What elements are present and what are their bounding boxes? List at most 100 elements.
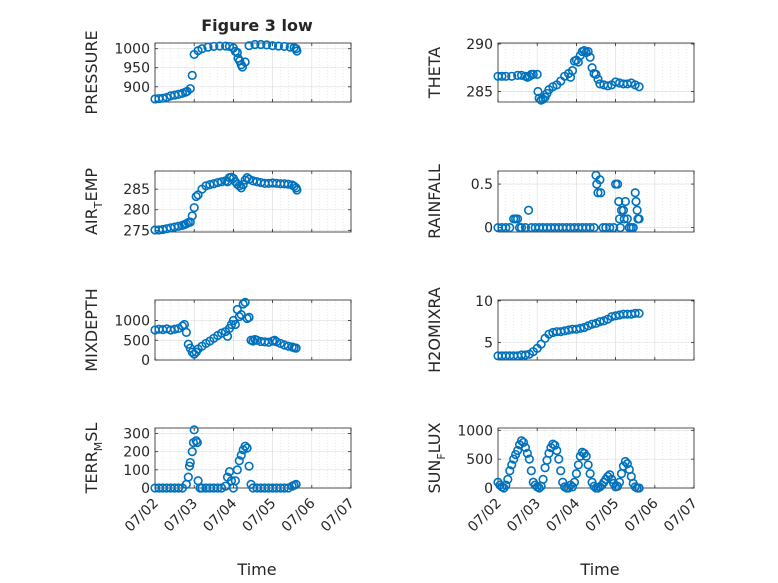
data-point: [615, 223, 625, 233]
data-point: [197, 44, 207, 54]
data-point: [262, 40, 272, 50]
y-tick-label: 950: [123, 61, 150, 77]
data-point: [173, 221, 184, 231]
panel-h2omixra: 5 10 H2OMIXRA: [425, 287, 695, 373]
y-tick-label: 10: [475, 294, 493, 310]
data-point: [232, 47, 242, 58]
data-point: [292, 185, 302, 195]
data-point: [579, 46, 589, 56]
data-point: [158, 93, 168, 103]
data-point: [191, 191, 201, 202]
data-point: [189, 203, 199, 213]
data-point: [598, 223, 608, 233]
axis-box: [154, 42, 352, 103]
data-point: [230, 476, 240, 486]
data-point: [596, 188, 606, 198]
data-point: [273, 41, 284, 51]
data-point: [234, 181, 244, 191]
data-point: [507, 460, 517, 470]
data-point: [524, 454, 534, 464]
data-point: [512, 214, 523, 224]
x-axis-label-left: Time: [236, 560, 276, 579]
data-point: [571, 468, 582, 479]
series-sun_flux: [493, 436, 644, 493]
data-point: [215, 41, 225, 51]
data-point: [244, 312, 254, 322]
y-axis-label: TERRMSL: [82, 423, 105, 495]
x-tick-label: 07/03: [161, 496, 201, 536]
data-point: [523, 205, 534, 215]
panel-terr_msl: 0 100 200 300 07/02 07/03 07/04 07/05 07/06 07/07…: [82, 423, 358, 536]
series-mixdepth: [150, 297, 301, 359]
x-tick-label: 07/07: [318, 496, 358, 536]
x-axis-label-right: Time: [579, 560, 619, 579]
data-point: [256, 39, 266, 50]
data-point: [238, 299, 248, 309]
y-tick-label: 0: [141, 481, 150, 497]
data-point: [291, 479, 301, 489]
data-point: [244, 41, 254, 51]
data-point: [587, 63, 597, 73]
figure-title: Figure 3 low: [201, 16, 313, 35]
data-point: [630, 308, 640, 318]
data-point: [184, 461, 195, 471]
data-point: [616, 468, 627, 479]
data-point: [185, 457, 195, 468]
y-axis-label: AIRTEMP: [82, 168, 105, 235]
data-point: [292, 46, 302, 56]
data-point: [237, 62, 248, 72]
y-tick-label: 900: [123, 80, 150, 96]
data-point: [538, 474, 548, 484]
data-point: [240, 57, 250, 67]
data-point: [550, 440, 560, 450]
series-rainfall: [493, 170, 644, 233]
data-point: [603, 81, 613, 91]
x-tick-label: 07/04: [543, 495, 583, 535]
x-tick-label: 07/03: [504, 496, 544, 536]
data-point: [585, 223, 595, 233]
data-point: [283, 179, 293, 189]
data-point: [620, 196, 631, 207]
data-point: [187, 447, 197, 457]
data-point: [234, 311, 244, 322]
x-tick-label: 07/02: [122, 496, 162, 536]
data-point: [585, 52, 595, 62]
x-tick-label: 07/04: [200, 495, 240, 535]
data-point: [567, 482, 578, 492]
data-point: [232, 465, 242, 475]
data-point: [556, 466, 566, 476]
data-point: [244, 461, 254, 471]
data-point: [526, 466, 536, 476]
y-tick-label: 100: [123, 463, 150, 479]
data-point: [532, 69, 542, 80]
data-point: [614, 196, 624, 207]
data-point: [279, 41, 289, 52]
data-point: [240, 441, 250, 451]
axis-box: [497, 427, 695, 489]
data-point: [173, 483, 184, 493]
series-air_temp: [150, 172, 302, 235]
y-tick-label: 285: [123, 182, 150, 198]
data-point: [585, 468, 595, 479]
y-tick-label: 500: [123, 333, 150, 349]
data-point: [605, 223, 615, 233]
data-point: [181, 327, 191, 337]
data-point: [503, 474, 513, 484]
data-point: [234, 456, 244, 466]
data-point: [622, 459, 632, 469]
y-axis-label: PRESSURE: [82, 30, 101, 114]
y-tick-label: 1000: [114, 314, 150, 330]
data-point: [520, 223, 531, 233]
y-tick-label: 300: [123, 426, 150, 442]
data-point: [509, 454, 519, 464]
panel-pressure: 900 950 1000 PRESSURE: [82, 30, 352, 115]
data-point: [189, 425, 199, 435]
axis-box: [497, 299, 695, 361]
data-point: [183, 472, 193, 482]
data-point: [614, 477, 625, 487]
x-tick-label: 07/05: [583, 496, 623, 536]
data-point: [581, 451, 591, 461]
data-point: [583, 46, 593, 57]
data-point: [628, 223, 638, 233]
